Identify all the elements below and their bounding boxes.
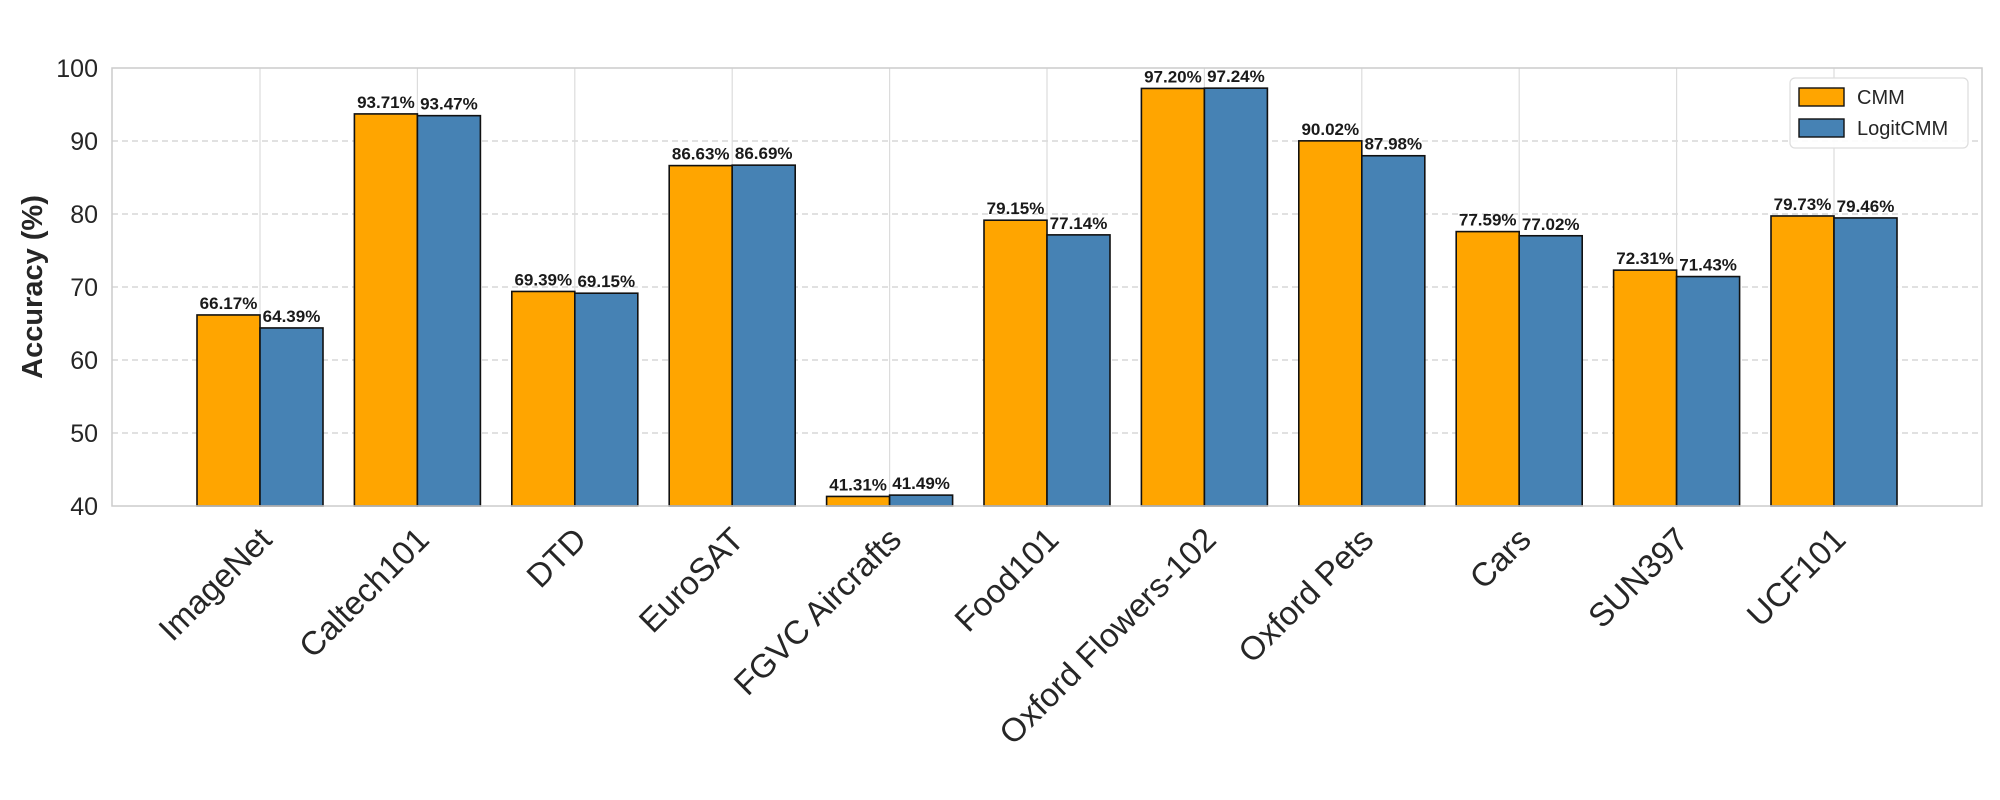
- y-tick-label: 90: [70, 128, 98, 156]
- bar-logitcmm-7: [1361, 154, 1426, 507]
- bar-logitcmm-3: [731, 164, 797, 507]
- bar-label-logitcmm-1: 93.47%: [420, 95, 478, 114]
- legend: CMM LogitCMM: [1789, 77, 1969, 149]
- bar-label-logitcmm-6: 97.24%: [1207, 67, 1265, 86]
- bar-logitcmm-8: [1518, 234, 1583, 507]
- legend-label-cmm: CMM: [1857, 87, 1905, 109]
- bar-label-cmm-1: 93.71%: [357, 93, 415, 112]
- bar-label-logitcmm-0: 64.39%: [263, 307, 321, 326]
- legend-swatch-logitcmm: [1798, 118, 1845, 138]
- bar-cmm-9: [1612, 269, 1678, 507]
- x-tick-label: SUN397: [1581, 520, 1695, 634]
- y-tick-label: 100: [56, 55, 98, 83]
- bar-cmm-0: [196, 314, 261, 507]
- bar-cmm-1: [353, 113, 419, 507]
- y-tick-label: 70: [70, 274, 98, 302]
- bar-cmm-5: [983, 219, 1048, 507]
- bar-label-cmm-7: 90.02%: [1301, 120, 1359, 139]
- legend-swatch-cmm: [1798, 87, 1845, 107]
- bar-cmm-6: [1140, 87, 1206, 507]
- bar-label-cmm-2: 69.39%: [514, 270, 572, 289]
- x-tick-label: Cars: [1462, 520, 1537, 595]
- y-tick-label: 50: [70, 420, 98, 448]
- bar-cmm-3: [668, 164, 734, 507]
- bar-label-cmm-4: 41.31%: [829, 475, 887, 494]
- bar-label-cmm-0: 66.17%: [200, 294, 258, 313]
- bar-logitcmm-1: [416, 114, 482, 507]
- bar-label-logitcmm-8: 77.02%: [1522, 215, 1580, 234]
- bar-label-cmm-5: 79.15%: [987, 199, 1045, 218]
- bar-label-logitcmm-5: 77.14%: [1050, 214, 1108, 233]
- plot-frame: [111, 67, 1983, 507]
- x-tick-label: Food101: [947, 520, 1065, 638]
- bar-labels: 66.17% 93.71% 69.39% 86.63% 41.31% 79.15% 97.2…: [200, 67, 1895, 494]
- bar-logitcmm-4: [888, 494, 954, 507]
- x-tick-label: Caltech101: [292, 520, 436, 664]
- legend-label-logitcmm: LogitCMM: [1857, 118, 1948, 140]
- bar-label-logitcmm-4: 41.49%: [892, 474, 950, 493]
- y-tick-label: 60: [70, 347, 98, 375]
- x-tick-label: EuroSAT: [632, 520, 751, 639]
- bar-label-logitcmm-10: 79.46%: [1837, 197, 1895, 216]
- bar-cmm-8: [1455, 230, 1520, 507]
- bar-label-logitcmm-7: 87.98%: [1364, 135, 1422, 154]
- bar-label-cmm-10: 79.73%: [1774, 195, 1832, 214]
- x-tick-label: Oxford Pets: [1231, 520, 1380, 669]
- bar-label-cmm-9: 72.31%: [1616, 249, 1674, 268]
- x-tick-label: UCF101: [1739, 520, 1852, 633]
- x-tick-label: ImageNet: [151, 520, 278, 647]
- bar-cmm-10: [1770, 215, 1835, 507]
- bar-label-cmm-6: 97.20%: [1144, 67, 1202, 86]
- bar-logitcmm-10: [1833, 217, 1898, 507]
- bar-logitcmm-5: [1046, 234, 1111, 507]
- x-tick-label: DTD: [519, 520, 593, 594]
- bar-label-logitcmm-3: 86.69%: [735, 144, 793, 163]
- bar-logitcmm-6: [1203, 87, 1269, 507]
- y-axis-label: Accuracy (%): [17, 195, 49, 379]
- bar-label-logitcmm-2: 69.15%: [577, 272, 635, 291]
- y-axis-ticks: 40 50 60 70 80 90 100: [56, 55, 98, 521]
- bar-cmm-7: [1298, 140, 1363, 507]
- x-tick-label: FGVC Aircrafts: [726, 520, 908, 702]
- bar-cmm-4: [825, 495, 891, 507]
- y-tick-label: 80: [70, 201, 98, 229]
- y-tick-label: 40: [70, 493, 98, 521]
- bar-logitcmm-0: [259, 327, 324, 507]
- bar-label-cmm-8: 77.59%: [1459, 211, 1517, 230]
- bar-cmm-2: [510, 290, 576, 507]
- bar-label-logitcmm-9: 71.43%: [1679, 256, 1737, 275]
- bar-logitcmm-9: [1675, 275, 1741, 507]
- bar-logitcmm-2: [573, 292, 639, 507]
- bar-label-cmm-3: 86.63%: [672, 145, 730, 164]
